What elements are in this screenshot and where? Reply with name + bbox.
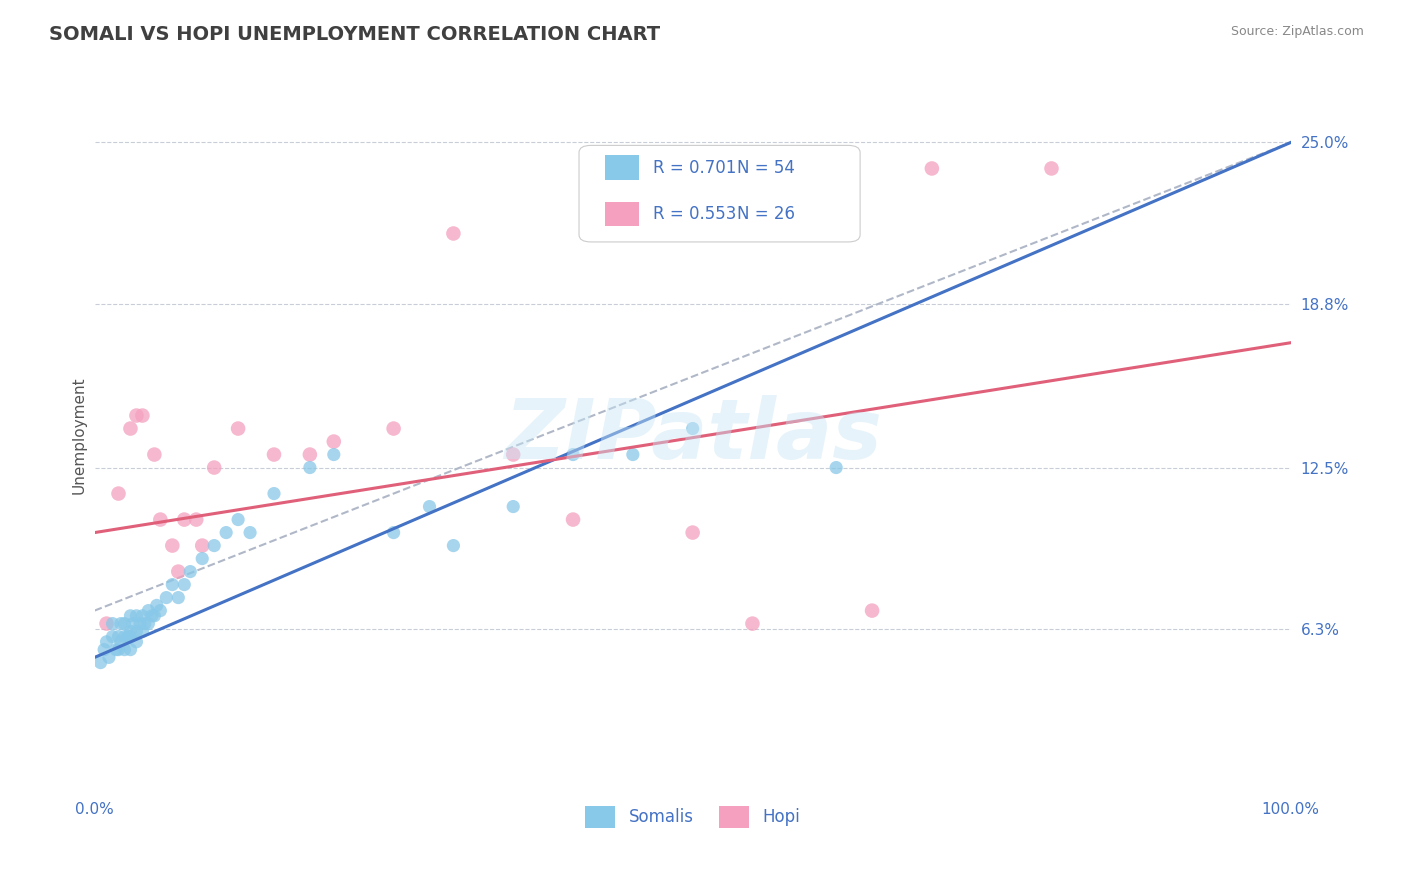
Text: ZIPatlas: ZIPatlas: [503, 394, 882, 475]
Point: [125, 409, 148, 423]
Point: [621, 448, 644, 462]
Point: [298, 448, 321, 462]
Point: [125, 624, 148, 639]
Point: [441, 539, 464, 553]
Point: [101, 616, 124, 631]
Text: Source: ZipAtlas.com: Source: ZipAtlas.com: [1230, 25, 1364, 38]
Point: [138, 604, 160, 618]
Point: [120, 421, 142, 435]
Point: [418, 500, 440, 514]
Point: [173, 512, 195, 526]
Point: [107, 486, 129, 500]
Point: [97, 650, 120, 665]
Point: [125, 635, 148, 649]
Point: [226, 421, 249, 435]
Point: [149, 604, 172, 618]
Point: [226, 512, 249, 526]
Point: [825, 460, 848, 475]
Point: [143, 448, 166, 462]
Point: [298, 460, 321, 475]
Point: [96, 635, 118, 649]
Point: [179, 565, 201, 579]
Text: SOMALI VS HOPI UNEMPLOYMENT CORRELATION CHART: SOMALI VS HOPI UNEMPLOYMENT CORRELATION …: [49, 25, 661, 44]
FancyBboxPatch shape: [606, 202, 638, 227]
Point: [90, 656, 112, 670]
Point: [202, 539, 225, 553]
Point: [114, 616, 136, 631]
Point: [562, 512, 585, 526]
Point: [131, 409, 153, 423]
Point: [105, 642, 128, 657]
Point: [263, 448, 285, 462]
Point: [322, 448, 344, 462]
Legend: Somalis, Hopi: Somalis, Hopi: [579, 799, 807, 834]
Point: [93, 642, 115, 657]
Point: [441, 227, 464, 241]
Point: [120, 642, 142, 657]
Point: [110, 635, 132, 649]
Point: [110, 616, 132, 631]
Point: [114, 630, 136, 644]
Point: [382, 525, 405, 540]
Point: [167, 565, 190, 579]
Point: [117, 630, 139, 644]
Text: N = 26: N = 26: [737, 205, 794, 223]
Point: [502, 448, 524, 462]
FancyBboxPatch shape: [606, 155, 638, 179]
Text: N = 54: N = 54: [737, 159, 794, 177]
Point: [129, 616, 152, 631]
Point: [741, 616, 763, 631]
Point: [149, 512, 172, 526]
FancyBboxPatch shape: [579, 145, 860, 242]
Point: [146, 599, 169, 613]
Point: [682, 421, 704, 435]
Point: [101, 630, 124, 644]
Point: [502, 500, 524, 514]
Point: [114, 642, 136, 657]
Point: [125, 608, 148, 623]
Point: [120, 608, 142, 623]
Point: [138, 616, 160, 631]
Point: [167, 591, 190, 605]
Point: [191, 551, 214, 566]
Point: [1040, 161, 1063, 176]
Point: [143, 608, 166, 623]
Point: [239, 525, 262, 540]
Point: [141, 608, 163, 623]
Point: [155, 591, 177, 605]
Y-axis label: Unemployment: Unemployment: [72, 376, 86, 494]
Point: [162, 539, 184, 553]
Point: [186, 512, 208, 526]
Point: [134, 616, 156, 631]
Point: [131, 624, 153, 639]
Point: [191, 539, 214, 553]
Point: [322, 434, 344, 449]
Point: [921, 161, 943, 176]
Point: [120, 624, 142, 639]
Point: [202, 460, 225, 475]
Point: [562, 448, 585, 462]
Point: [860, 604, 883, 618]
Point: [173, 577, 195, 591]
Point: [96, 616, 118, 631]
Point: [107, 630, 129, 644]
Point: [107, 642, 129, 657]
Point: [215, 525, 238, 540]
Point: [131, 608, 153, 623]
Point: [682, 525, 704, 540]
Point: [382, 421, 405, 435]
Point: [263, 486, 285, 500]
Text: R = 0.553: R = 0.553: [654, 205, 737, 223]
Point: [121, 616, 143, 631]
Text: R = 0.701: R = 0.701: [654, 159, 737, 177]
Point: [162, 577, 184, 591]
Point: [120, 630, 142, 644]
